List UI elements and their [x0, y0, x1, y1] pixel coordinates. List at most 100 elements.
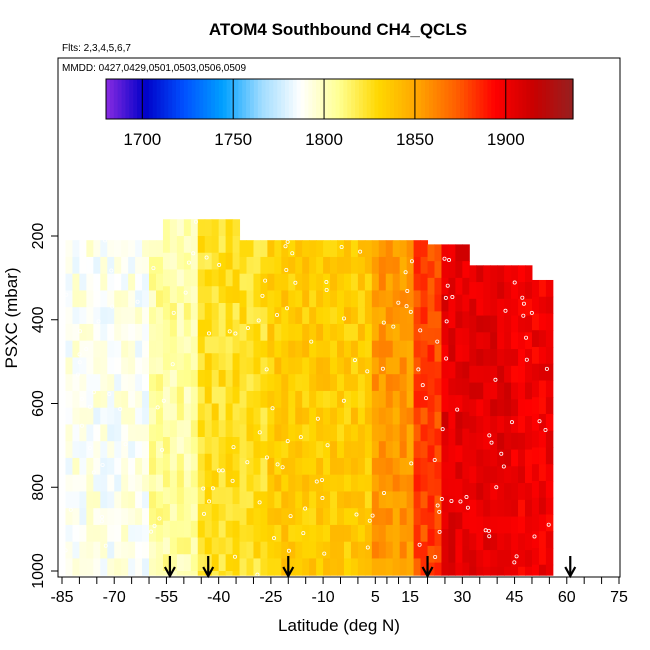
- field-cell: [169, 403, 178, 421]
- field-cell: [176, 252, 185, 270]
- field-cell: [316, 240, 324, 258]
- field-cell: [413, 457, 422, 476]
- field-cell: [79, 441, 87, 459]
- field-cell: [121, 357, 129, 375]
- sample-dot: [524, 357, 529, 362]
- field-cell: [86, 374, 94, 392]
- field-cell: [142, 508, 150, 526]
- sample-dot: [257, 430, 262, 435]
- field-cell: [316, 290, 324, 308]
- sample-dot: [367, 518, 372, 523]
- field-cell: [413, 424, 422, 442]
- field-cell: [330, 491, 338, 509]
- field-cell: [190, 370, 199, 388]
- field-cell: [190, 571, 199, 576]
- colorbar-segment: [440, 79, 446, 119]
- field-cell: [343, 441, 352, 459]
- field-cell: [155, 491, 164, 509]
- field-cell: [420, 307, 429, 325]
- field-cell: [302, 441, 310, 459]
- field-cell: [128, 407, 136, 425]
- field-cell: [65, 307, 73, 325]
- field-cell: [128, 273, 136, 291]
- field-cell: [545, 497, 554, 515]
- sample-dot: [380, 366, 385, 371]
- field-cell: [504, 516, 512, 534]
- field-cell: [225, 336, 234, 354]
- field-cell: [142, 357, 150, 375]
- field-cell: [114, 407, 122, 425]
- field-cell: [490, 399, 498, 417]
- sample-dot: [391, 324, 396, 329]
- field-cell: [364, 424, 373, 442]
- field-cell: [190, 520, 199, 538]
- field-cell: [469, 449, 477, 467]
- field-cell: [538, 397, 547, 415]
- field-cell: [525, 449, 533, 467]
- colorbar-segment: [320, 79, 325, 119]
- field-cell: [538, 497, 547, 515]
- field-cell: [531, 531, 540, 549]
- field-cell: [483, 550, 491, 568]
- field-cell: [323, 407, 331, 425]
- field-cell: [149, 290, 157, 308]
- y-tick-label: 1000: [30, 553, 47, 589]
- field-cell: [295, 541, 303, 559]
- field-cell: [260, 441, 268, 459]
- field-cell: [469, 315, 477, 333]
- field-cell: [476, 265, 484, 283]
- field-cell: [107, 290, 115, 308]
- colorbar-segment: [537, 79, 543, 119]
- field-cell: [413, 390, 422, 409]
- field-cell: [504, 499, 512, 518]
- field-cell: [441, 311, 449, 329]
- field-cell: [518, 566, 526, 576]
- field-cell: [406, 474, 415, 492]
- field-cell: [538, 531, 547, 549]
- field-cell: [385, 340, 394, 358]
- field-cell: [149, 323, 157, 342]
- field-cell: [337, 390, 345, 409]
- field-cell: [357, 491, 366, 509]
- field-cell: [121, 474, 129, 492]
- field-cell: [455, 395, 463, 413]
- colorbar-segment: [467, 79, 473, 119]
- field-cell: [455, 545, 463, 564]
- field-cell: [86, 508, 94, 526]
- field-cell: [455, 344, 463, 363]
- field-cell: [399, 491, 408, 509]
- field-cell: [497, 566, 505, 576]
- field-cell: [462, 428, 470, 446]
- colorbar-segment: [335, 79, 341, 119]
- field-cell: [232, 353, 241, 371]
- field-cell: [288, 524, 296, 543]
- field-cell: [406, 407, 415, 425]
- field-cell: [288, 424, 296, 442]
- field-cell: [169, 286, 178, 304]
- field-cell: [434, 244, 442, 262]
- field-cell: [343, 256, 352, 275]
- sample-dot: [381, 490, 386, 495]
- field-cell: [357, 390, 366, 409]
- field-cell: [86, 524, 94, 543]
- flight-arrow: [421, 556, 434, 579]
- field-cell: [72, 474, 80, 492]
- field-cell: [190, 504, 199, 522]
- field-cell: [302, 307, 310, 325]
- field-cell: [337, 424, 345, 442]
- field-cell: [204, 420, 213, 438]
- field-cell: [413, 508, 422, 526]
- field-cell: [114, 256, 122, 275]
- field-cell: [246, 290, 254, 308]
- field-cell: [469, 365, 477, 384]
- field-cell: [350, 357, 359, 375]
- field-cell: [142, 273, 150, 291]
- field-cell: [135, 474, 143, 492]
- field-cell: [274, 290, 282, 308]
- field-cell: [162, 370, 171, 388]
- field-cell: [65, 290, 73, 308]
- field-cell: [406, 240, 415, 258]
- sample-dot: [509, 420, 514, 425]
- field-cell: [239, 240, 248, 258]
- field-cell: [420, 340, 429, 358]
